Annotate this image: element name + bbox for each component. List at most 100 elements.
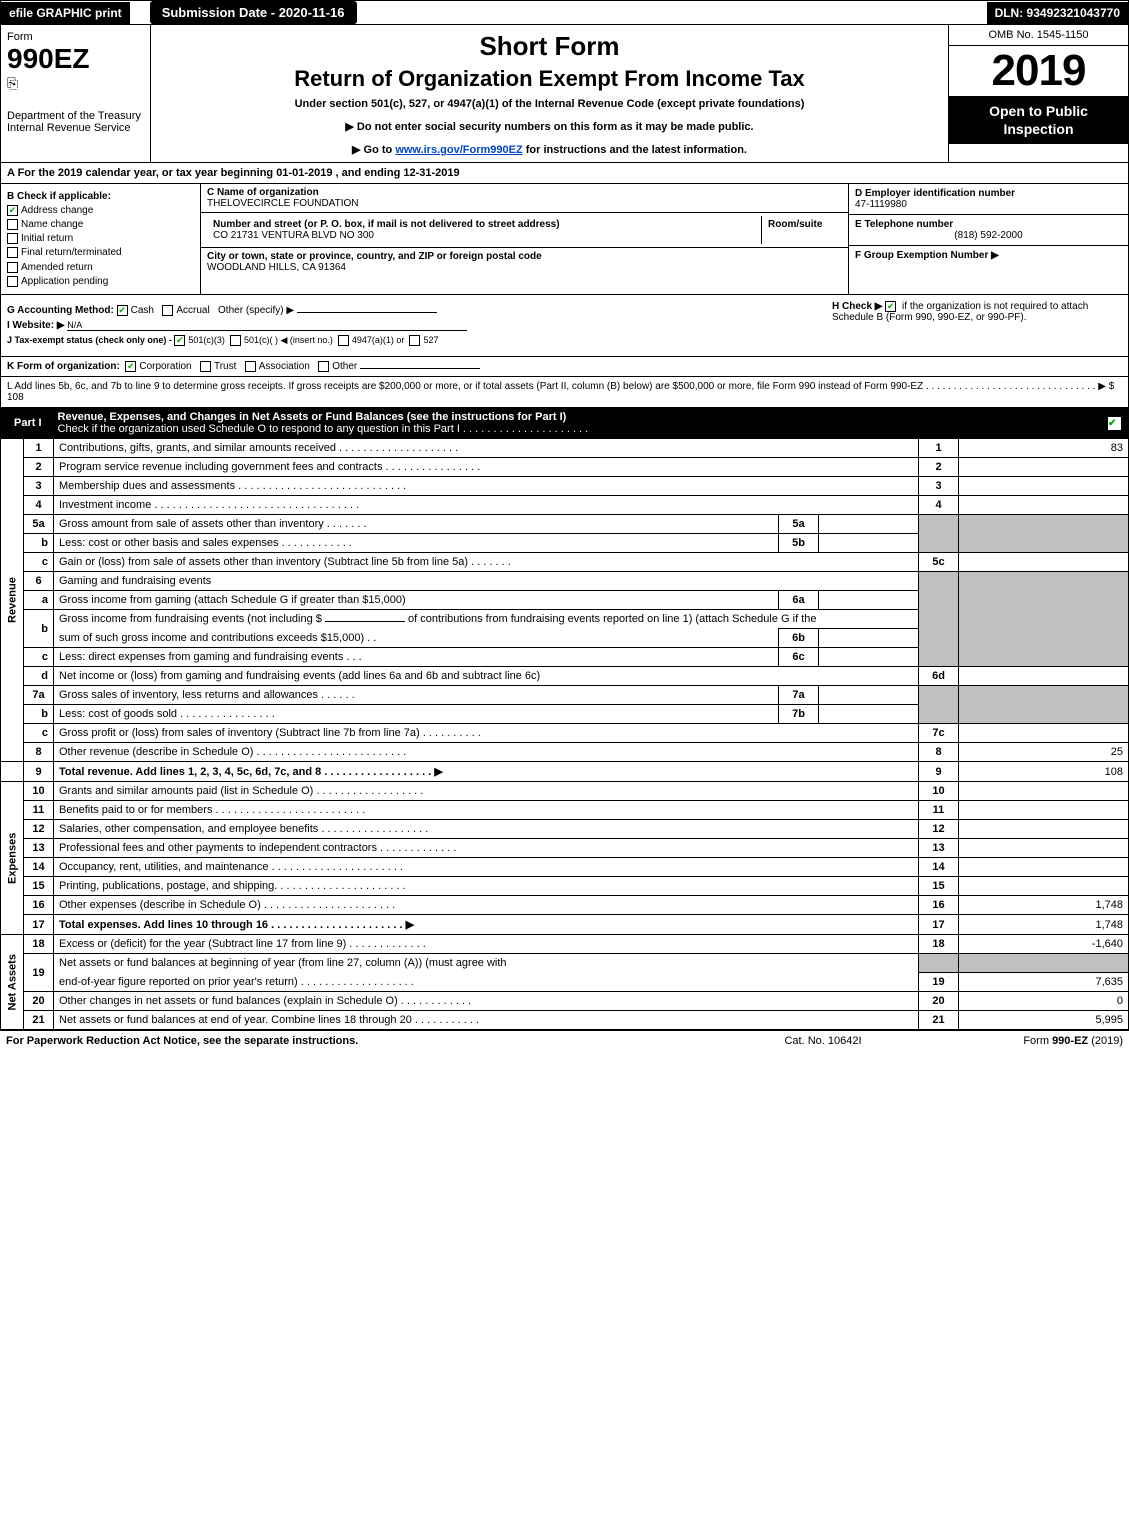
l6b-d2: of contributions from fundraising events…: [408, 613, 816, 625]
k-label: K Form of organization:: [7, 361, 120, 372]
check-final-return[interactable]: [7, 247, 18, 258]
l5a-desc: Gross amount from sale of assets other t…: [54, 515, 779, 534]
l9-rn: 9: [919, 762, 959, 782]
l11-val: [959, 801, 1129, 820]
l19-desc2: end-of-year figure reported on prior yea…: [54, 972, 919, 991]
check-initial-return[interactable]: [7, 233, 18, 244]
l7c-rn: 7c: [919, 724, 959, 743]
l6c-desc: Less: direct expenses from gaming and fu…: [54, 648, 779, 667]
form-title: Return of Organization Exempt From Incom…: [161, 66, 938, 92]
c-name-label: C Name of organization: [207, 187, 842, 198]
check-501c[interactable]: [230, 335, 241, 346]
l9-desc: Total revenue. Add lines 1, 2, 3, 4, 5c,…: [54, 762, 919, 782]
check-h[interactable]: [885, 301, 896, 312]
j-4947: 4947(a)(1) or: [352, 335, 405, 345]
open-public-badge: Open to Public Inspection: [949, 96, 1128, 144]
d-ein-value: 47-1119980: [855, 199, 1122, 210]
check-amended[interactable]: [7, 262, 18, 273]
l5b-subval: [819, 534, 919, 553]
short-form-title: Short Form: [161, 31, 938, 62]
g-cash: Cash: [131, 305, 154, 316]
l2-no: 2: [24, 458, 54, 477]
section-d-e-f: D Employer identification number 47-1119…: [848, 184, 1128, 294]
l18-no: 18: [24, 935, 54, 954]
l21-val: 5,995: [959, 1010, 1129, 1029]
check-corp[interactable]: [125, 361, 136, 372]
l4-val: [959, 496, 1129, 515]
check-assoc[interactable]: [245, 361, 256, 372]
l14-desc: Occupancy, rent, utilities, and maintena…: [54, 858, 919, 877]
check-cash[interactable]: [117, 305, 128, 316]
irs-link[interactable]: www.irs.gov/Form990EZ: [395, 144, 522, 156]
line-l: L Add lines 5b, 6c, and 7b to line 9 to …: [0, 377, 1129, 408]
check-501c3[interactable]: [174, 335, 185, 346]
l6a-subval: [819, 591, 919, 610]
b-initial-return: Initial return: [21, 233, 73, 244]
check-4947[interactable]: [338, 335, 349, 346]
l11-no: 11: [24, 801, 54, 820]
l8-no: 8: [24, 743, 54, 762]
l15-rn: 15: [919, 877, 959, 896]
l13-val: [959, 839, 1129, 858]
l6d-desc: Net income or (loss) from gaming and fun…: [54, 667, 919, 686]
tax-year: 2019: [949, 46, 1128, 96]
l6c-no: c: [24, 648, 54, 667]
l7c-desc: Gross profit or (loss) from sales of inv…: [54, 724, 919, 743]
l10-val: [959, 782, 1129, 801]
l17-no: 17: [24, 915, 54, 935]
l10-no: 10: [24, 782, 54, 801]
l19-rn: 19: [919, 972, 959, 991]
line-a-tax-year: A For the 2019 calendar year, or tax yea…: [0, 163, 1129, 184]
warning-1: ▶ Do not enter social security numbers o…: [161, 120, 938, 133]
l14-no: 14: [24, 858, 54, 877]
l19-no: 19: [24, 954, 54, 992]
l5b-sn: 5b: [779, 534, 819, 553]
check-527[interactable]: [409, 335, 420, 346]
e-phone-label: E Telephone number: [855, 219, 1122, 230]
l12-val: [959, 820, 1129, 839]
k-assoc: Association: [259, 361, 310, 372]
l5c-desc: Gain or (loss) from sale of assets other…: [54, 553, 919, 572]
l19-grey-val: [959, 954, 1129, 973]
l6b-desc3: sum of such gross income and contributio…: [54, 629, 779, 648]
l17-val: 1,748: [959, 915, 1129, 935]
l9-val: 108: [959, 762, 1129, 782]
check-app-pending[interactable]: [7, 276, 18, 287]
l8-val: 25: [959, 743, 1129, 762]
check-name-change[interactable]: [7, 219, 18, 230]
l13-rn: 13: [919, 839, 959, 858]
l16-desc: Other expenses (describe in Schedule O) …: [54, 896, 919, 915]
f-group-label: F Group Exemption Number ▶: [855, 250, 1122, 261]
form-number: 990EZ: [7, 43, 144, 75]
b-amended: Amended return: [21, 262, 93, 273]
check-trust[interactable]: [200, 361, 211, 372]
l5a-no: 5a: [24, 515, 54, 534]
l21-desc: Net assets or fund balances at end of ye…: [54, 1010, 919, 1029]
l4-rn: 4: [919, 496, 959, 515]
form-word: Form: [7, 31, 144, 43]
l6d-rn: 6d: [919, 667, 959, 686]
c-city-label: City or town, state or province, country…: [207, 251, 842, 262]
l2-desc: Program service revenue including govern…: [54, 458, 919, 477]
info-block: B Check if applicable: Address change Na…: [0, 184, 1129, 295]
footer-left: For Paperwork Reduction Act Notice, see …: [6, 1035, 723, 1047]
b-name-change: Name change: [21, 219, 83, 230]
check-part1-scheduleO[interactable]: [1108, 417, 1121, 430]
efile-label[interactable]: efile GRAPHIC print: [1, 2, 130, 24]
c-street-label: Number and street (or P. O. box, if mail…: [213, 219, 755, 230]
l6a-sn: 6a: [779, 591, 819, 610]
part-1-checkline: Check if the organization used Schedule …: [58, 423, 589, 435]
check-other-org[interactable]: [318, 361, 329, 372]
l5-grey-no: [919, 515, 959, 553]
check-address-change[interactable]: [7, 205, 18, 216]
section-b: B Check if applicable: Address change Na…: [1, 184, 201, 294]
l10-rn: 10: [919, 782, 959, 801]
section-c: C Name of organization THELOVECIRCLE FOU…: [201, 184, 848, 294]
l1-desc: Contributions, gifts, grants, and simila…: [54, 439, 919, 458]
l20-val: 0: [959, 991, 1129, 1010]
check-accrual[interactable]: [162, 305, 173, 316]
l4-desc: Investment income . . . . . . . . . . . …: [54, 496, 919, 515]
l7a-subval: [819, 686, 919, 705]
l18-val: -1,640: [959, 935, 1129, 954]
l3-no: 3: [24, 477, 54, 496]
